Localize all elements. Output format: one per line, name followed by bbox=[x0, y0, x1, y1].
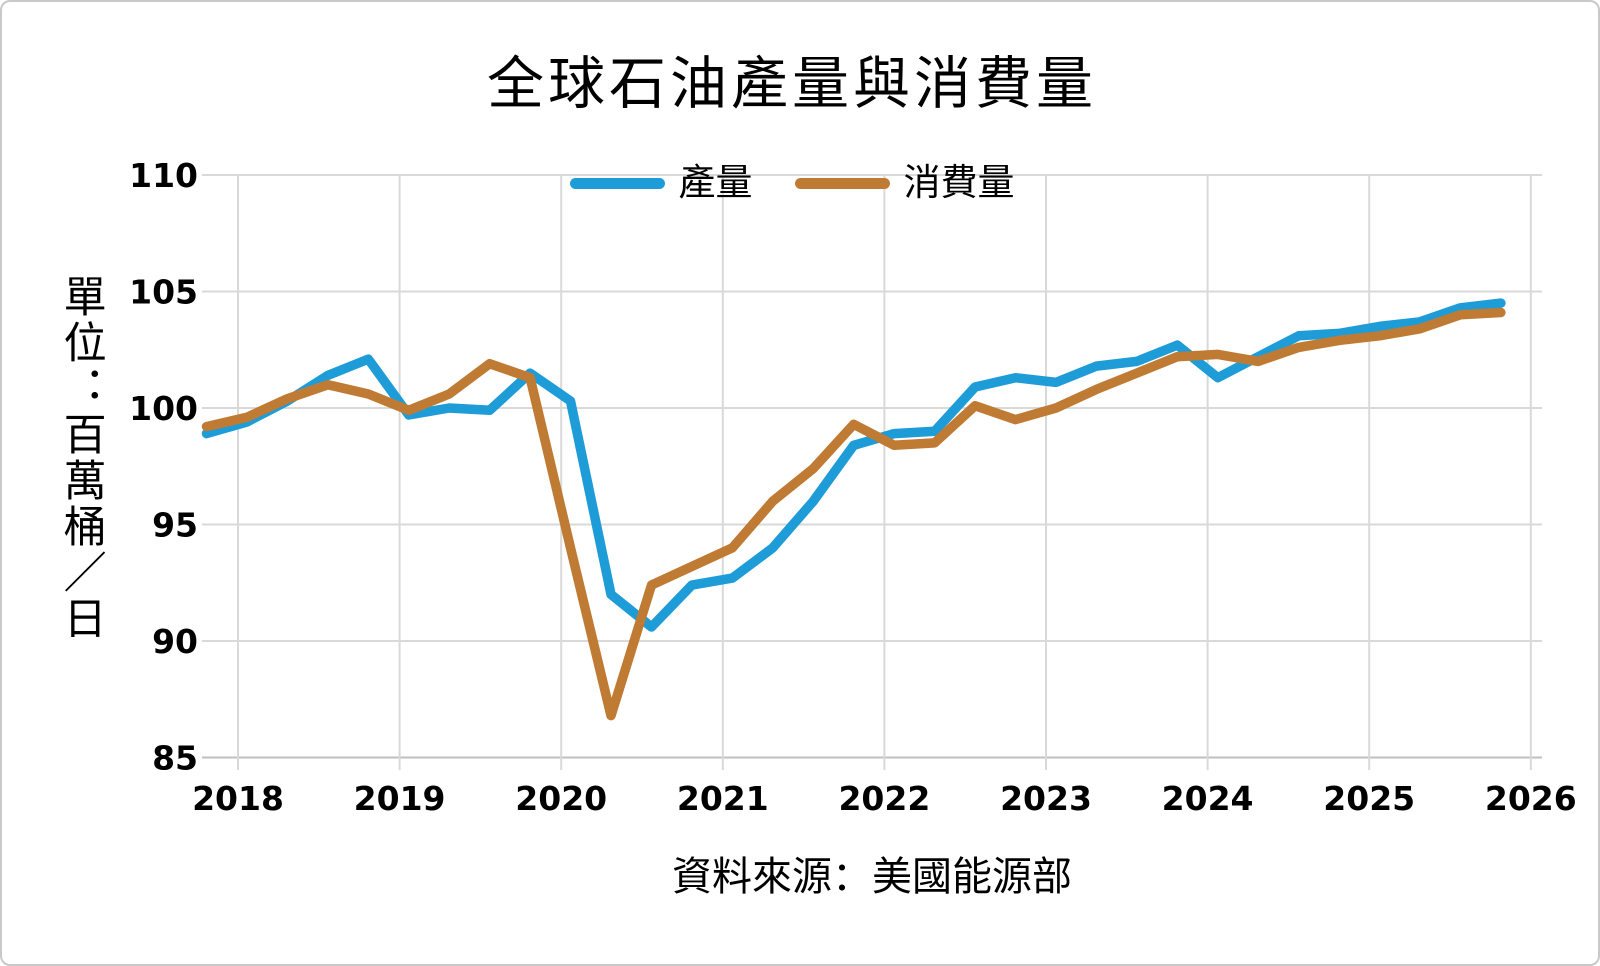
x-tick-label: 2022 bbox=[838, 779, 930, 818]
y-tick-label: 95 bbox=[152, 506, 198, 545]
production-line bbox=[201, 298, 1506, 632]
x-tick-label: 2023 bbox=[1000, 779, 1092, 818]
legend-label-production: 產量 bbox=[678, 163, 753, 204]
legend-item-consumption: 消費量 bbox=[794, 163, 1015, 204]
legend: 產量 消費量 bbox=[2, 165, 1582, 202]
y-tick-label: 105 bbox=[129, 273, 198, 312]
legend-swatch-consumption bbox=[794, 178, 890, 189]
consumption-line bbox=[201, 307, 1506, 721]
x-tick-label: 2020 bbox=[515, 779, 607, 818]
x-tick-label: 2026 bbox=[1485, 779, 1577, 818]
y-tick-label: 85 bbox=[152, 739, 198, 778]
x-tick-label: 2021 bbox=[677, 779, 769, 818]
source-note: 資料來源：美國能源部 bbox=[672, 854, 1072, 899]
legend-label-consumption: 消費量 bbox=[903, 163, 1015, 204]
x-tick-label: 2019 bbox=[354, 779, 446, 818]
chart-title: 全球石油產量與消費量 bbox=[487, 53, 1097, 116]
y-tick-label: 100 bbox=[129, 389, 198, 428]
y-tick-label: 90 bbox=[152, 622, 198, 661]
y-axis-unit-label: 單位：百萬桶／日 bbox=[57, 274, 105, 642]
legend-item-production: 產量 bbox=[569, 163, 753, 204]
x-tick-label: 2025 bbox=[1323, 779, 1415, 818]
x-tick-label: 2024 bbox=[1162, 779, 1254, 818]
y-tick-label: 110 bbox=[129, 156, 198, 195]
x-tick-label: 2018 bbox=[192, 779, 284, 818]
legend-swatch-production bbox=[569, 178, 665, 189]
